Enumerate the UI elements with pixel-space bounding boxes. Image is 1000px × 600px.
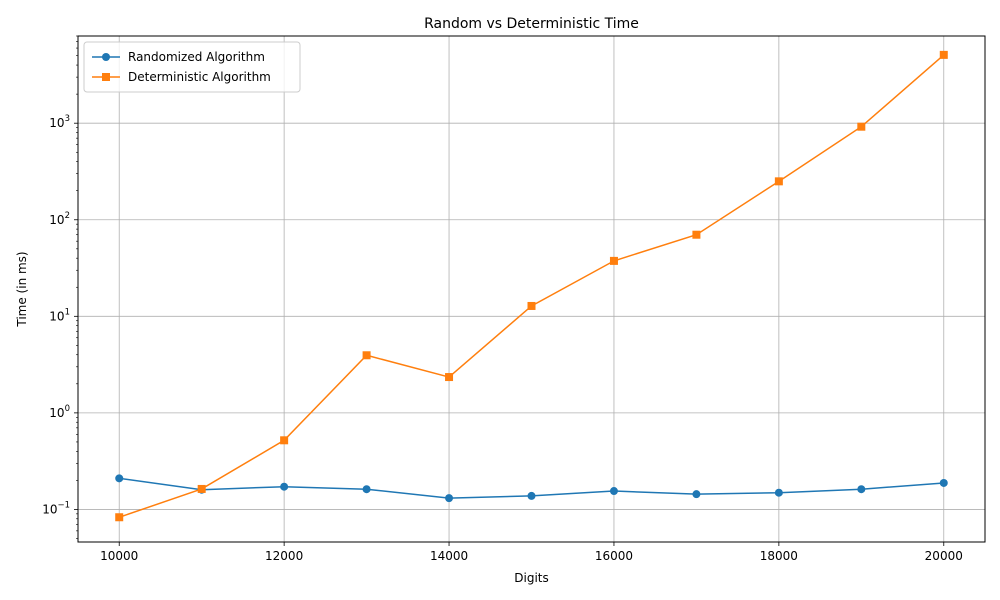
y-tick-label: 100	[49, 404, 70, 420]
legend-item: Randomized Algorithm	[92, 50, 265, 64]
data-point	[115, 513, 124, 522]
y-tick-label: 102	[49, 211, 70, 227]
data-point	[445, 494, 454, 503]
data-point	[692, 230, 701, 239]
data-point	[362, 485, 371, 494]
y-axis-ticks: 10−1 100 101 102 103	[42, 114, 78, 516]
grid-lines	[78, 36, 985, 542]
data-point	[115, 474, 124, 483]
series-randomized	[115, 474, 948, 503]
series-deterministic	[115, 50, 948, 522]
legend-item: Deterministic Algorithm	[92, 70, 271, 84]
legend-label: Randomized Algorithm	[128, 50, 265, 64]
chart-title: Random vs Deterministic Time	[424, 16, 639, 32]
data-point	[527, 491, 536, 500]
legend: Randomized Algorithm Deterministic Algori…	[83, 41, 301, 93]
data-point	[280, 436, 289, 445]
data-point	[527, 301, 536, 310]
data-point	[857, 122, 866, 131]
x-tick-label: 14000	[430, 549, 468, 563]
y-axis-label: Time (in ms)	[15, 251, 29, 327]
plot-frame	[77, 35, 986, 543]
y-tick-label: 10−1	[42, 500, 70, 516]
y-tick-label: 103	[49, 114, 70, 130]
data-point	[445, 373, 454, 382]
data-point	[692, 490, 701, 499]
data-point	[609, 256, 618, 265]
y-tick-label: 101	[49, 307, 70, 323]
data-point	[857, 485, 866, 494]
x-tick-label: 18000	[760, 549, 798, 563]
x-tick-label: 10000	[100, 549, 138, 563]
legend-marker	[102, 53, 110, 61]
data-point	[774, 488, 783, 497]
data-point	[939, 478, 948, 487]
x-axis-ticks: 10000 12000 14000 16000 18000 20000	[100, 542, 963, 563]
x-tick-label: 16000	[595, 549, 633, 563]
series-layer	[115, 50, 948, 522]
x-tick-label: 20000	[925, 549, 963, 563]
data-point	[609, 487, 618, 496]
series-line	[118, 54, 945, 518]
data-point	[362, 351, 371, 360]
legend-label: Deterministic Algorithm	[128, 70, 271, 84]
x-axis-label: Digits	[514, 571, 548, 585]
data-point	[280, 482, 289, 491]
legend-box	[83, 41, 301, 93]
legend-marker	[102, 73, 110, 81]
data-point	[774, 177, 783, 186]
data-point	[197, 484, 206, 493]
data-point	[939, 50, 948, 59]
x-tick-label: 12000	[265, 549, 303, 563]
